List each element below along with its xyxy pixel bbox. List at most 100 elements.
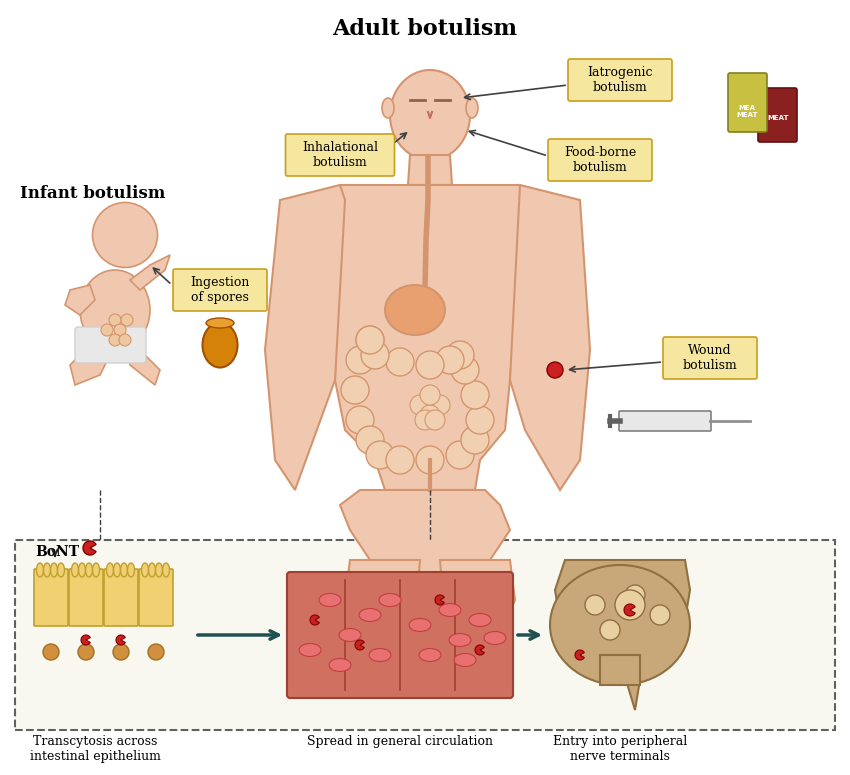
FancyBboxPatch shape	[663, 337, 757, 379]
Circle shape	[585, 595, 605, 615]
Ellipse shape	[206, 318, 234, 328]
Circle shape	[547, 362, 563, 378]
Ellipse shape	[86, 563, 93, 577]
Polygon shape	[70, 345, 110, 385]
Ellipse shape	[93, 202, 157, 267]
FancyBboxPatch shape	[287, 572, 513, 698]
FancyBboxPatch shape	[619, 411, 711, 431]
FancyBboxPatch shape	[728, 73, 767, 132]
FancyBboxPatch shape	[34, 569, 68, 626]
Circle shape	[101, 324, 113, 336]
Text: Iatrogenic
botulism: Iatrogenic botulism	[587, 66, 653, 94]
Text: Food-borne
botulism: Food-borne botulism	[564, 146, 636, 174]
Text: Spread in general circulation: Spread in general circulation	[307, 735, 493, 748]
FancyBboxPatch shape	[104, 569, 138, 626]
FancyBboxPatch shape	[286, 134, 394, 176]
Circle shape	[461, 381, 489, 409]
Ellipse shape	[385, 285, 445, 335]
Circle shape	[446, 341, 474, 369]
Circle shape	[356, 326, 384, 354]
FancyBboxPatch shape	[568, 59, 672, 101]
FancyBboxPatch shape	[758, 88, 797, 142]
Circle shape	[436, 346, 464, 374]
Ellipse shape	[106, 563, 114, 577]
Wedge shape	[116, 635, 125, 645]
Circle shape	[148, 644, 164, 660]
Circle shape	[366, 441, 394, 469]
Circle shape	[386, 446, 414, 474]
Circle shape	[416, 446, 444, 474]
Text: Adult botulism: Adult botulism	[332, 18, 518, 40]
Wedge shape	[83, 541, 96, 555]
Circle shape	[446, 441, 474, 469]
Circle shape	[346, 346, 374, 374]
Circle shape	[78, 644, 94, 660]
Circle shape	[43, 644, 59, 660]
Text: Inhalational
botulism: Inhalational botulism	[302, 141, 378, 169]
Circle shape	[386, 348, 414, 376]
Wedge shape	[475, 645, 484, 655]
Polygon shape	[65, 285, 95, 315]
Ellipse shape	[78, 563, 86, 577]
Circle shape	[109, 314, 121, 326]
Ellipse shape	[409, 618, 431, 632]
Circle shape	[466, 406, 494, 434]
Ellipse shape	[439, 604, 461, 616]
Circle shape	[600, 620, 620, 640]
Ellipse shape	[58, 563, 65, 577]
Ellipse shape	[359, 608, 381, 622]
Text: Ingestion
of spores: Ingestion of spores	[190, 276, 250, 304]
Ellipse shape	[339, 629, 361, 642]
Circle shape	[425, 410, 445, 430]
Ellipse shape	[50, 563, 58, 577]
Bar	[600, 655, 640, 685]
Text: Wound
botulism: Wound botulism	[683, 344, 737, 372]
Ellipse shape	[114, 563, 121, 577]
Circle shape	[420, 385, 440, 405]
Text: MEAT: MEAT	[768, 115, 789, 121]
Ellipse shape	[202, 322, 237, 367]
Ellipse shape	[156, 563, 162, 577]
Wedge shape	[355, 640, 365, 650]
Circle shape	[615, 590, 645, 620]
Circle shape	[625, 585, 645, 605]
Ellipse shape	[466, 98, 478, 118]
Polygon shape	[510, 185, 590, 490]
Ellipse shape	[299, 643, 321, 656]
Ellipse shape	[449, 633, 471, 646]
Ellipse shape	[121, 563, 128, 577]
Ellipse shape	[369, 649, 391, 662]
Circle shape	[121, 314, 133, 326]
Ellipse shape	[550, 565, 690, 685]
Ellipse shape	[382, 98, 394, 118]
Text: BoNT: BoNT	[35, 545, 79, 559]
Circle shape	[356, 426, 384, 454]
FancyBboxPatch shape	[139, 569, 173, 626]
Ellipse shape	[128, 563, 134, 577]
Ellipse shape	[141, 563, 149, 577]
Wedge shape	[575, 650, 584, 660]
Text: MEA
MEAT: MEA MEAT	[736, 105, 757, 118]
Ellipse shape	[162, 563, 169, 577]
Circle shape	[114, 324, 126, 336]
Polygon shape	[125, 345, 160, 385]
Circle shape	[119, 334, 131, 346]
Ellipse shape	[71, 563, 78, 577]
Ellipse shape	[80, 270, 150, 350]
Wedge shape	[435, 595, 445, 605]
Circle shape	[113, 644, 129, 660]
Circle shape	[346, 406, 374, 434]
Polygon shape	[130, 255, 170, 290]
Ellipse shape	[390, 70, 470, 160]
Ellipse shape	[37, 563, 43, 577]
Ellipse shape	[329, 659, 351, 671]
Circle shape	[109, 334, 121, 346]
FancyBboxPatch shape	[548, 139, 652, 181]
Circle shape	[650, 605, 670, 625]
Polygon shape	[265, 185, 345, 490]
Circle shape	[416, 351, 444, 379]
FancyBboxPatch shape	[173, 269, 267, 311]
Wedge shape	[81, 635, 90, 645]
Circle shape	[410, 395, 430, 415]
Polygon shape	[555, 560, 690, 710]
